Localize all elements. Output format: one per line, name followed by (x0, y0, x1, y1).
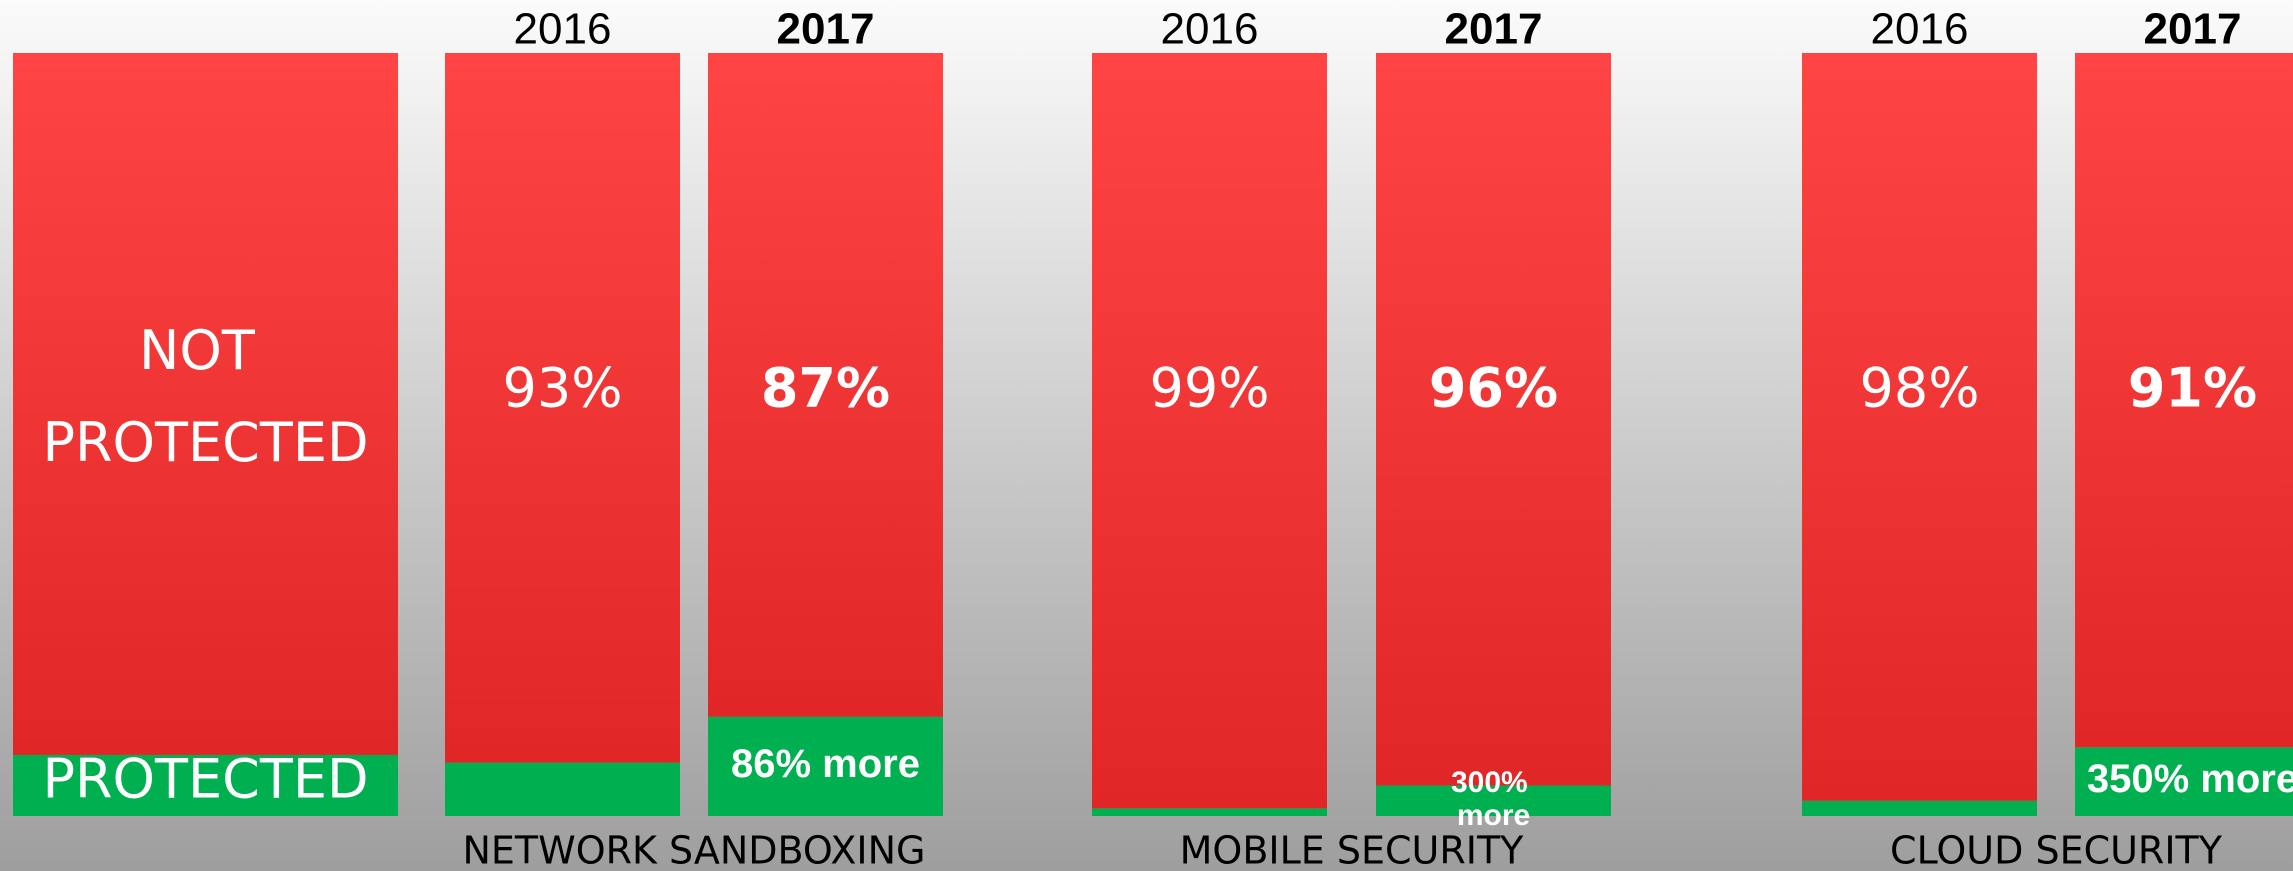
legend-label: PROTECTED (42, 748, 368, 811)
data-label: 99% (1149, 357, 1269, 420)
data-label: 96% (1429, 357, 1558, 420)
data-label: 87% (761, 357, 890, 420)
group-label: MOBILE SECURITY (1180, 829, 1525, 871)
bar-segment-protected (2075, 747, 2293, 816)
data-label: 93% (502, 357, 622, 420)
legend-swatch (13, 53, 398, 755)
bar-segment-protected (1802, 800, 2037, 816)
group-label: NETWORK SANDBOXING (462, 829, 925, 871)
bar-segment-not-protected (445, 53, 680, 763)
bar-segment-protected (1376, 785, 1611, 816)
group-label: CLOUD SECURITY (1890, 829, 2223, 871)
annotation: 300% more (1451, 766, 1536, 832)
bar-segment-not-protected (1376, 53, 1611, 786)
x-tick-label: 2017 (2144, 5, 2242, 54)
bar-segment-protected (445, 762, 680, 816)
bar-segment-protected (1092, 808, 1327, 816)
legend: NOT PROTECTED PROTECTED (13, 53, 398, 816)
x-tick-label: 2017 (777, 5, 875, 54)
bar-segment-not-protected (1802, 53, 2037, 801)
bar-segment-not-protected (2075, 53, 2293, 748)
annotation: 86% more (731, 742, 920, 786)
x-tick-label: 2016 (1161, 5, 1259, 54)
annotation: 350% more (2087, 757, 2293, 801)
bar-segment-not-protected (708, 53, 943, 717)
data-label: 98% (1859, 357, 1979, 420)
legend-swatch (13, 754, 398, 816)
legend-label: NOT PROTECTED (42, 319, 368, 474)
x-tick-label: 2016 (1871, 5, 1969, 54)
data-label: 91% (2128, 357, 2257, 420)
x-tick-label: 2017 (1445, 5, 1543, 54)
bar-segment-protected (708, 716, 943, 816)
x-tick-label: 2016 (514, 5, 612, 54)
bar-segment-not-protected (1092, 53, 1327, 809)
